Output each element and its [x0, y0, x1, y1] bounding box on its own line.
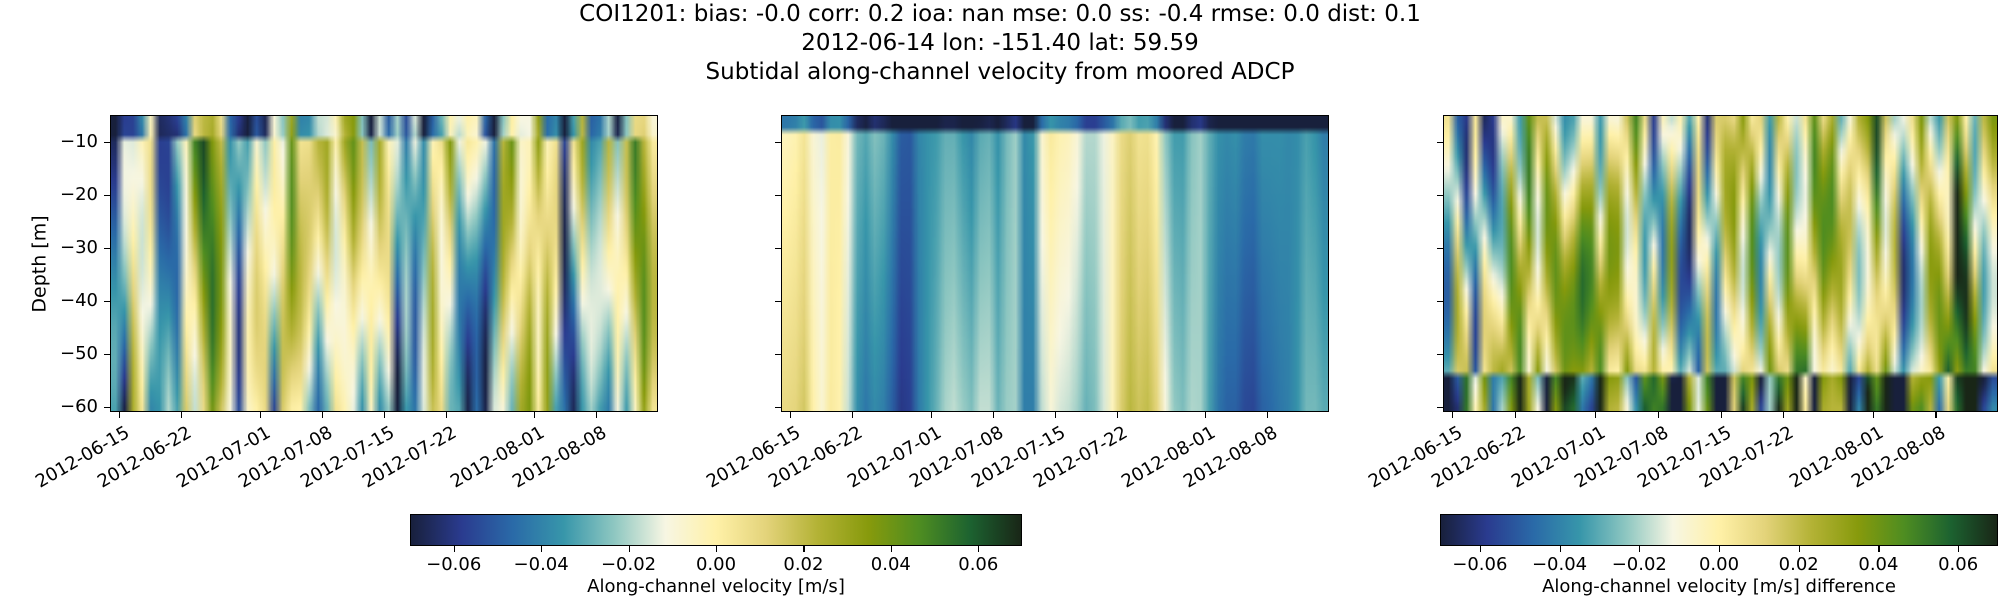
panel-2-xtick-mark [1451, 412, 1454, 418]
colorbar-1-tick-mark [1878, 546, 1880, 552]
colorbar-1-tick-label: 0.04 [1858, 554, 1899, 575]
colorbar-0-tick-mark [453, 546, 455, 552]
colorbar-1-tick-mark [1719, 546, 1721, 552]
colorbar-0-tick-label: 0.02 [783, 554, 824, 575]
panel-0-ytick-mark [104, 406, 110, 408]
colorbar-0-tick-mark [978, 546, 980, 552]
colorbar-0-tick-mark [541, 546, 543, 552]
panel-1-heatmap [782, 116, 1328, 411]
panel-2-xtick-mark [1720, 412, 1722, 418]
colorbar-1-tick-mark [1958, 546, 1960, 552]
panel-0-ytick-label: −20 [60, 183, 98, 205]
colorbar-1-tick-mark [1479, 546, 1482, 552]
colorbar-0-tick-label: 0.04 [870, 554, 911, 575]
panel-0-ytick-label: −50 [60, 342, 98, 364]
panel-2-xtick-mark [1595, 412, 1597, 418]
colorbar-0-tick-label: −0.04 [513, 554, 569, 575]
panel-1-xtick-mark [931, 412, 933, 418]
panel-1-ytick-mark [775, 141, 781, 143]
panel-1-xtick-mark [851, 412, 853, 418]
colorbar-0-tick-label: 0.00 [695, 554, 737, 575]
panel-2-xtick-mark [1783, 412, 1785, 418]
panel-0-ytick-label: −60 [60, 395, 98, 417]
colorbar-0 [410, 514, 1022, 546]
panel-0-xtick-mark [260, 412, 262, 418]
panel-0-heatmap [111, 116, 657, 411]
colorbar-0-tick-label: −0.06 [426, 554, 482, 575]
colorbar-0-tick-mark [628, 546, 630, 552]
panel-0-xtick-mark [180, 412, 182, 418]
colorbar-0-tick-mark [716, 546, 718, 552]
figure-title: COI1201: bias: -0.0 corr: 0.2 ioa: nan m… [0, 0, 2000, 87]
panel-2-ytick-mark [1437, 353, 1443, 355]
panel-2-ytick-mark [1437, 194, 1443, 196]
panel-0-xtick-mark [384, 412, 386, 418]
panel-0-xtick-mark [118, 412, 121, 418]
panel-1-xtick-mark [1205, 412, 1207, 418]
panel-0-plot-area [110, 115, 658, 412]
title-stats-line: COI1201: bias: -0.0 corr: 0.2 ioa: nan m… [579, 1, 1421, 27]
panel-0-ytick-mark [104, 247, 110, 249]
panel-0-xtick-mark [322, 412, 324, 418]
panel-2-heatmap [1444, 116, 1997, 411]
panel-0-ytick-label: −30 [60, 236, 98, 258]
panel-1-xtick-mark [1055, 412, 1057, 418]
colorbar-1-tick-mark [1559, 546, 1561, 552]
panel-0-ylabel: Depth [m] [28, 214, 51, 313]
panel-0-ytick-mark [104, 194, 110, 196]
panel-2-xtick-mark [1872, 412, 1874, 418]
panel-1-ytick-mark [775, 194, 781, 196]
panel-0-ytick-mark [104, 300, 110, 302]
panel-2-xtick-mark [1657, 412, 1660, 418]
panel-1-ytick-mark [775, 406, 781, 408]
panel-2-xtick-mark [1514, 412, 1516, 418]
panel-0-ytick-label: −40 [60, 289, 98, 311]
colorbar-1-tick-mark [1798, 546, 1800, 552]
colorbar-0-tick-mark [803, 546, 805, 552]
panel-0-xtick-mark [534, 412, 536, 418]
panel-0-ytick-label: −10 [60, 130, 98, 152]
panel-0-ytick-mark [104, 141, 110, 143]
panel-2-ytick-mark [1437, 300, 1443, 302]
colorbar-1-tick-label: −0.06 [1452, 554, 1508, 575]
panel-2-ytick-mark [1437, 247, 1443, 249]
colorbar-1-tick-mark [1639, 546, 1641, 552]
colorbar-0-tick-label: −0.02 [600, 554, 657, 575]
panel-1-ytick-mark [775, 300, 781, 302]
colorbar-1-tick-label: −0.04 [1531, 554, 1588, 575]
panel-1-xtick-mark [993, 412, 995, 418]
colorbar-0-tick-mark [890, 546, 893, 552]
colorbar-1-label: Along-channel velocity [m/s] difference [1542, 576, 1896, 597]
panel-1-ytick-mark [775, 353, 781, 355]
colorbar-0-label: Along-channel velocity [m/s] [587, 576, 845, 597]
colorbar-1-tick-label: 0.02 [1778, 554, 1819, 575]
panel-0-xtick-mark [445, 412, 448, 418]
colorbar-1-tick-label: 0.00 [1698, 554, 1740, 575]
panel-2-ytick-mark [1437, 141, 1443, 143]
panel-0-ytick-mark [104, 353, 110, 355]
colorbar-1-tick-label: 0.06 [1938, 554, 1979, 575]
panel-1-xtick-mark [1267, 412, 1269, 418]
title-location-line: 2012-06-14 lon: -151.40 lat: 59.59 [801, 30, 1199, 56]
panel-2-ytick-mark [1437, 406, 1443, 408]
panel-1-ytick-mark [775, 247, 781, 249]
panel-1-xtick-mark [1116, 412, 1119, 418]
panel-2-plot-area [1443, 115, 1998, 412]
colorbar-1-tick-label: −0.02 [1611, 554, 1667, 575]
panel-1-plot-area [781, 115, 1329, 412]
colorbar-1 [1440, 514, 1998, 546]
panel-0-xtick-mark [596, 412, 598, 418]
panel-1-xtick-mark [789, 412, 792, 418]
colorbar-0-tick-label: 0.06 [958, 554, 999, 575]
panel-2-xtick-mark [1935, 412, 1937, 418]
title-description-line: Subtidal along-channel velocity from moo… [705, 59, 1295, 85]
